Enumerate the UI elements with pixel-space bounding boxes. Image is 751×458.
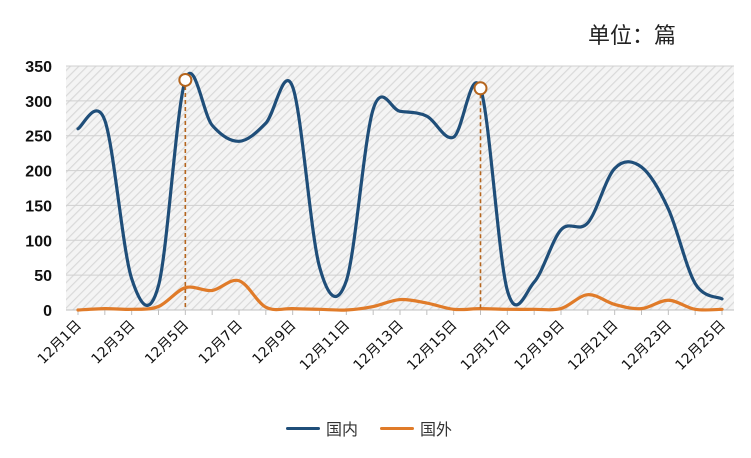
legend: 国内 国外 [286,416,452,440]
legend-label-domestic: 国内 [326,420,359,439]
x-tick-label: 12月11日 [297,318,353,374]
y-tick-label: 0 [43,303,52,320]
y-tick-label: 350 [25,59,52,76]
marker-point [178,72,193,87]
marker-point [473,81,488,96]
x-tick-label: 12月21日 [565,318,621,374]
y-tick-label: 300 [25,94,52,111]
x-tick-label: 12月23日 [619,318,675,374]
y-tick-label: 100 [25,233,52,250]
x-axis: 12月1日 12月3日 12月5日 12月7日 12月9日12月11日12月13日12月… [35,309,734,374]
x-tick-label: 12月13日 [351,318,407,374]
y-tick-label: 50 [34,268,52,285]
y-tick-label: 250 [25,129,52,146]
x-tick-label: 12月15日 [404,318,460,374]
y-tick-label: 200 [25,164,52,181]
x-tick-label: 12月17日 [458,318,514,374]
unit-label: 单位：篇 [588,24,677,49]
x-tick-label: 12月1日 [35,318,85,368]
legend-swatch-domestic [286,426,320,430]
y-axis: 0 50 100 150 200 250 300 350 [25,59,52,320]
x-tick-label: 12月7日 [196,318,246,368]
series-lines [76,71,724,312]
x-tick-label: 12月9日 [249,318,299,368]
legend-swatch-foreign [380,426,415,430]
x-tick-label: 12月19日 [512,318,568,374]
series-line-1 [76,278,724,312]
plot-area-background [66,66,734,310]
legend-item-domestic: 国内 [286,416,358,440]
x-tick-label: 12月5日 [142,318,192,368]
legend-item-foreign: 国外 [380,416,452,440]
series-line-0 [76,71,724,307]
highlight-markers [178,72,488,310]
x-tick-label: 12月25日 [673,318,729,374]
x-tick-label: 12月3日 [88,318,138,368]
y-tick-label: 150 [25,198,52,215]
legend-label-foreign: 国外 [420,420,453,439]
